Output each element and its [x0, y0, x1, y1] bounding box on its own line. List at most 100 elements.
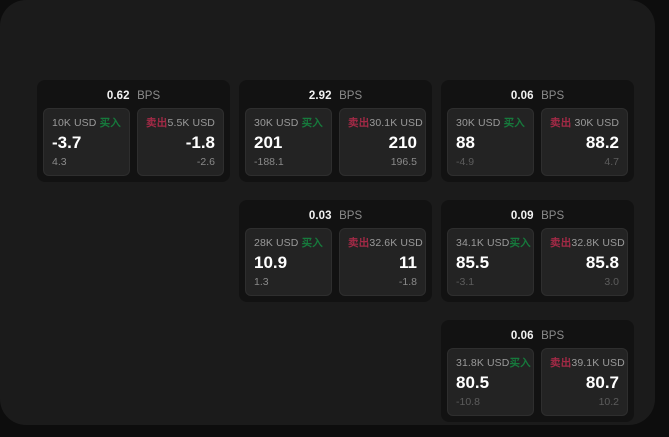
- card-body: 28K USD 买入 10.9 1.3 卖出 32.6K USD 11 -1.8: [245, 228, 426, 296]
- buy-action-tag: 买入: [509, 237, 531, 249]
- sell-side-header: 卖出 30K USD: [550, 116, 619, 130]
- sell-price-value: 11: [399, 253, 417, 272]
- buy-delta-value: -4.9: [456, 156, 475, 168]
- sell-action-tag: 卖出: [348, 117, 370, 129]
- sell-size-label: 39.1K USD: [571, 356, 625, 369]
- buy-action-tag: 买入: [301, 237, 323, 249]
- buy-action-tag: 买入: [509, 357, 531, 369]
- bps-unit-label: BPS: [339, 90, 363, 102]
- card-header: 0.09 BPS: [447, 207, 628, 223]
- buy-side-panel[interactable]: 30K USD 买入 201 -188.1: [245, 108, 332, 176]
- sell-action-tag: 卖出: [550, 237, 572, 249]
- bps-value: 0.06: [510, 330, 534, 342]
- sell-side-panel[interactable]: 卖出 32.8K USD 85.8 3.0: [541, 228, 628, 296]
- bps-value: 0.03: [308, 210, 332, 222]
- buy-side-panel[interactable]: 34.1K USD 买入 85.5 -3.1: [447, 228, 534, 296]
- buy-side-panel[interactable]: 10K USD 买入 -3.7 4.3: [43, 108, 130, 176]
- buy-size-label: 10K USD: [52, 116, 97, 129]
- sell-side-panel[interactable]: 卖出 5.5K USD -1.8 -2.6: [137, 108, 224, 176]
- card-body: 31.8K USD 买入 80.5 -10.8 卖出 39.1K USD 80.…: [447, 348, 628, 416]
- sell-action-tag: 卖出: [550, 357, 572, 369]
- dashboard-panel: 0.62 BPS 10K USD 买入 -3.7 4.3 卖出: [0, 0, 655, 425]
- sell-price-value: 88.2: [585, 133, 619, 152]
- sell-price-value: 85.8: [585, 253, 619, 272]
- bps-unit-label: BPS: [137, 90, 161, 102]
- buy-action-tag: 买入: [301, 117, 323, 129]
- bps-value: 0.62: [106, 90, 130, 102]
- card-body: 34.1K USD 买入 85.5 -3.1 卖出 32.8K USD 85.8…: [447, 228, 628, 296]
- bps-unit-label: BPS: [541, 210, 565, 222]
- card-column-3: 0.06 BPS 30K USD 买入 88 -4.9 卖出: [441, 80, 634, 422]
- card-body: 30K USD 买入 88 -4.9 卖出 30K USD 88.2 4.7: [447, 108, 628, 176]
- buy-delta-value: -10.8: [456, 396, 480, 408]
- sell-size-label: 32.6K USD: [369, 236, 423, 249]
- buy-side-header: 31.8K USD 买入: [456, 356, 531, 370]
- sell-action-tag: 卖出: [550, 117, 572, 129]
- spread-card[interactable]: 0.09 BPS 34.1K USD 买入 85.5 -3.1 卖出: [441, 200, 634, 302]
- card-body: 30K USD 买入 201 -188.1 卖出 30.1K USD 210 1…: [245, 108, 426, 176]
- sell-side-panel[interactable]: 卖出 32.6K USD 11 -1.8: [339, 228, 426, 296]
- spread-card[interactable]: 0.62 BPS 10K USD 买入 -3.7 4.3 卖出: [37, 80, 230, 182]
- spread-card[interactable]: 0.06 BPS 30K USD 买入 88 -4.9 卖出: [441, 80, 634, 182]
- sell-price-value: 210: [388, 133, 417, 152]
- buy-side-header: 28K USD 买入: [254, 236, 323, 250]
- sell-delta-value: 10.2: [598, 396, 619, 408]
- spread-card[interactable]: 0.06 BPS 31.8K USD 买入 80.5 -10.8 卖: [441, 320, 634, 422]
- card-header: 2.92 BPS: [245, 87, 426, 103]
- sell-side-header: 卖出 39.1K USD: [550, 356, 625, 370]
- sell-size-label: 30K USD: [574, 116, 619, 129]
- sell-side-panel[interactable]: 卖出 30.1K USD 210 196.5: [339, 108, 426, 176]
- spread-card[interactable]: 2.92 BPS 30K USD 买入 201 -188.1 卖出: [239, 80, 432, 182]
- sell-price-value: 80.7: [585, 373, 619, 392]
- sell-action-tag: 卖出: [146, 117, 168, 129]
- buy-size-label: 30K USD: [254, 116, 299, 129]
- buy-price-value: 88: [456, 133, 475, 152]
- sell-delta-value: 4.7: [604, 156, 619, 168]
- card-header: 0.06 BPS: [447, 87, 628, 103]
- buy-side-panel[interactable]: 31.8K USD 买入 80.5 -10.8: [447, 348, 534, 416]
- buy-side-panel[interactable]: 30K USD 买入 88 -4.9: [447, 108, 534, 176]
- sell-size-label: 30.1K USD: [369, 116, 423, 129]
- sell-side-header: 卖出 32.6K USD: [348, 236, 423, 250]
- card-header: 0.03 BPS: [245, 207, 426, 223]
- bps-unit-label: BPS: [541, 330, 565, 342]
- sell-delta-value: 3.0: [604, 276, 619, 288]
- card-body: 10K USD 买入 -3.7 4.3 卖出 5.5K USD -1.8 -2.…: [43, 108, 224, 176]
- sell-delta-value: -2.6: [196, 156, 215, 168]
- buy-side-panel[interactable]: 28K USD 买入 10.9 1.3: [245, 228, 332, 296]
- card-column-2: 2.92 BPS 30K USD 买入 201 -188.1 卖出: [239, 80, 432, 302]
- sell-side-header: 卖出 5.5K USD: [146, 116, 215, 130]
- buy-size-label: 34.1K USD: [456, 236, 510, 249]
- sell-side-panel[interactable]: 卖出 30K USD 88.2 4.7: [541, 108, 628, 176]
- sell-action-tag: 卖出: [348, 237, 370, 249]
- bps-unit-label: BPS: [541, 90, 565, 102]
- buy-size-label: 31.8K USD: [456, 356, 510, 369]
- buy-delta-value: 1.3: [254, 276, 269, 288]
- card-header: 0.62 BPS: [43, 87, 224, 103]
- sell-side-header: 卖出 32.8K USD: [550, 236, 625, 250]
- buy-delta-value: 4.3: [52, 156, 67, 168]
- sell-size-label: 5.5K USD: [167, 116, 215, 129]
- buy-action-tag: 买入: [503, 117, 525, 129]
- buy-price-value: 80.5: [456, 373, 490, 392]
- sell-delta-value: 196.5: [390, 156, 417, 168]
- sell-delta-value: -1.8: [398, 276, 417, 288]
- bps-value: 0.09: [510, 210, 534, 222]
- buy-price-value: 201: [254, 133, 283, 152]
- bps-value: 0.06: [510, 90, 534, 102]
- buy-side-header: 30K USD 买入: [254, 116, 323, 130]
- sell-size-label: 32.8K USD: [571, 236, 625, 249]
- bps-value: 2.92: [308, 90, 332, 102]
- buy-side-header: 30K USD 买入: [456, 116, 525, 130]
- buy-size-label: 28K USD: [254, 236, 299, 249]
- sell-side-panel[interactable]: 卖出 39.1K USD 80.7 10.2: [541, 348, 628, 416]
- sell-side-header: 卖出 30.1K USD: [348, 116, 423, 130]
- buy-delta-value: -3.1: [456, 276, 475, 288]
- spread-card-board: 0.62 BPS 10K USD 买入 -3.7 4.3 卖出: [37, 80, 635, 422]
- buy-price-value: -3.7: [52, 133, 82, 152]
- buy-price-value: 10.9: [254, 253, 288, 272]
- card-column-1: 0.62 BPS 10K USD 买入 -3.7 4.3 卖出: [37, 80, 230, 182]
- spread-card[interactable]: 0.03 BPS 28K USD 买入 10.9 1.3 卖出: [239, 200, 432, 302]
- buy-size-label: 30K USD: [456, 116, 501, 129]
- buy-price-value: 85.5: [456, 253, 490, 272]
